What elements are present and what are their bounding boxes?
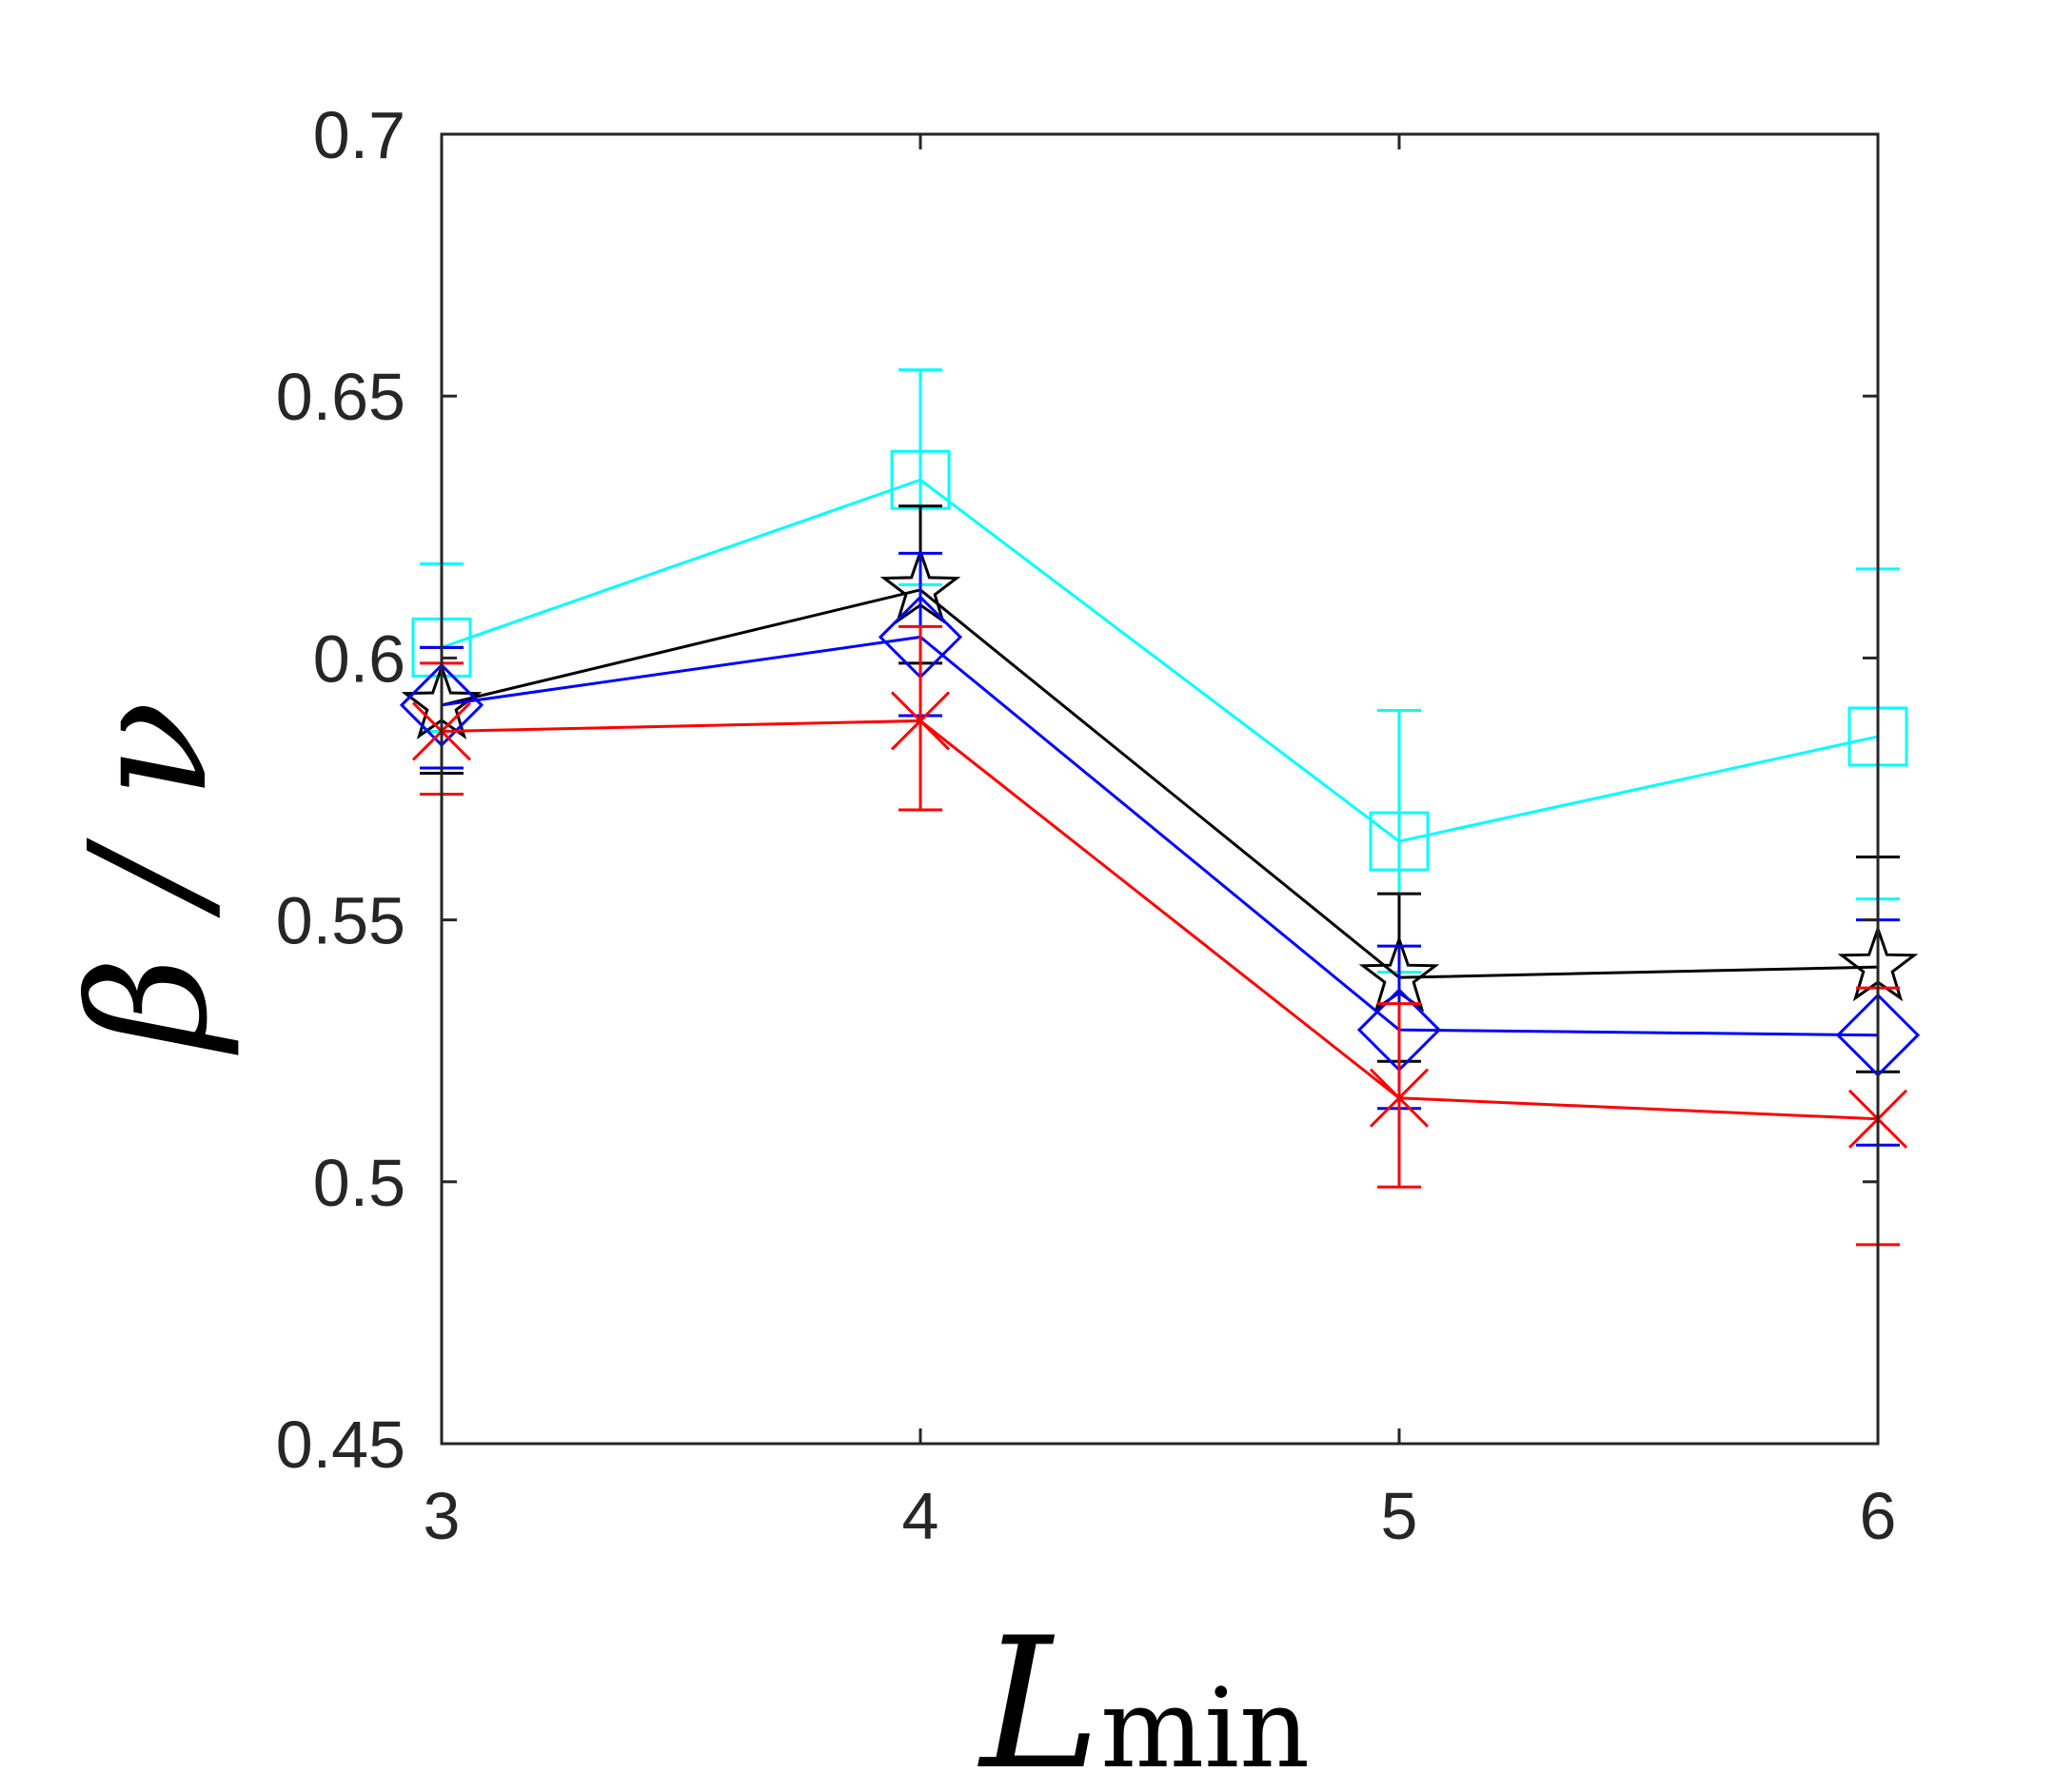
x-tick-label: 4: [902, 1479, 939, 1553]
data-point-asterisk: [890, 684, 951, 757]
x-axis-title-main: L: [978, 1599, 1100, 1792]
axis-ticks: 3 4 5 6 0.45 0.5 0.55 0.6 0.65 0.7: [276, 98, 1897, 1553]
y-tick-label: 0.5: [313, 1146, 405, 1220]
x-axis-title: Lmin: [978, 1599, 1310, 1792]
y-tick-label: 0.6: [313, 621, 405, 696]
y-tick-label: 0.55: [276, 884, 405, 958]
series-line-asterisk: [441, 719, 1879, 1121]
series-line-star: [441, 588, 1879, 979]
y-tick-label: 0.7: [313, 98, 405, 172]
x-tick-label: 6: [1860, 1479, 1897, 1553]
y-tick-label: 0.65: [276, 360, 405, 434]
x-axis-title-sub: min: [1100, 1665, 1310, 1792]
plot-frame: [440, 132, 1880, 1446]
data-point-asterisk: [1369, 1062, 1430, 1134]
y-tick-label: 0.45: [276, 1408, 405, 1482]
data-point-square: [1369, 811, 1430, 872]
series-line-square: [441, 478, 1879, 843]
x-tick-label: 3: [424, 1479, 461, 1553]
series-line-diamond: [441, 635, 1879, 1037]
x-tick-label: 5: [1381, 1479, 1418, 1553]
y-axis-title: β / ν: [55, 701, 244, 1056]
